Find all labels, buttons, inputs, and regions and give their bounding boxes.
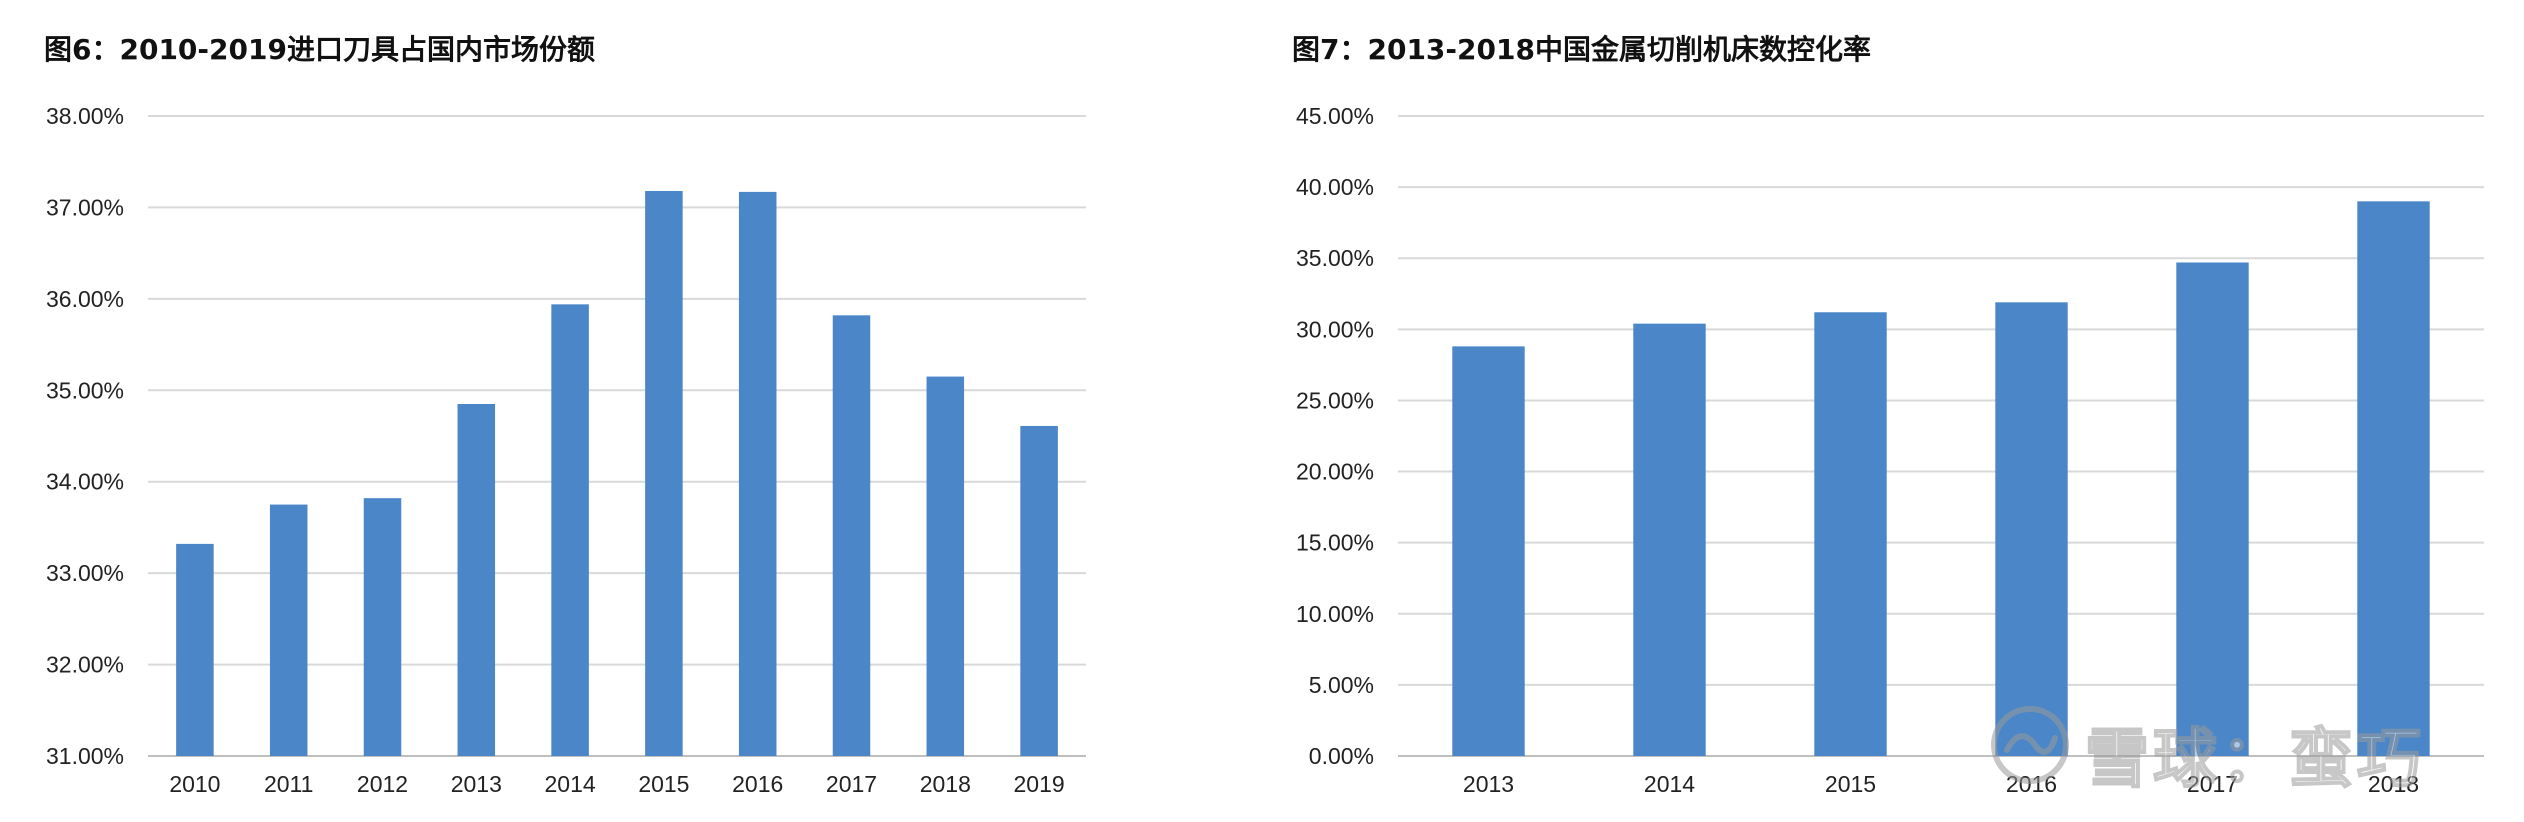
bar-2010 — [176, 543, 214, 756]
x-tick-label: 2013 — [1463, 771, 1514, 797]
x-tick-label: 2017 — [826, 771, 877, 797]
y-tick-label: 33.00% — [46, 560, 124, 586]
y-tick-label: 38.00% — [46, 103, 124, 129]
bar-2011 — [269, 504, 308, 756]
bar-2012 — [363, 498, 402, 756]
y-tick-label: 25.00% — [1296, 387, 1374, 413]
y-tick-label: 31.00% — [46, 743, 124, 769]
x-tick-label: 2015 — [1825, 771, 1876, 797]
chart-title: 图7：2013-2018中国金属切削机床数控化率 — [1292, 33, 1871, 66]
bar-2014 — [1633, 323, 1706, 756]
y-tick-label: 40.00% — [1296, 174, 1374, 200]
y-tick-label: 0.00% — [1309, 743, 1374, 769]
y-tick-label: 5.00% — [1309, 672, 1374, 698]
x-tick-label: 2012 — [357, 771, 408, 797]
chart-title: 图6：2010-2019进口刀具占国内市场份额 — [44, 33, 595, 66]
bar-2017 — [832, 315, 871, 756]
x-tick-label: 2016 — [2006, 771, 2057, 797]
x-tick-label: 2014 — [545, 771, 596, 797]
bar-2016 — [738, 191, 777, 756]
chart-plot-area: 31.00% 32.00% 33.00% 34.00% 35.00% 36.00% 37.0… — [46, 103, 1086, 797]
y-tick-label: 35.00% — [1296, 245, 1374, 271]
x-tick-label: 2013 — [451, 771, 502, 797]
y-tick-label: 45.00% — [1296, 103, 1374, 129]
y-tick-label: 15.00% — [1296, 530, 1374, 556]
y-tick-label: 35.00% — [46, 377, 124, 403]
y-tick-label: 34.00% — [46, 469, 124, 495]
bar-2015 — [1814, 312, 1887, 756]
bar-2019 — [1020, 425, 1058, 756]
x-tick-label: 2019 — [1014, 771, 1065, 797]
chart-plot-area: 0.00% 5.00% 10.00% 15.00% 20.00% 25.00% 30.00%… — [1296, 103, 2484, 797]
y-tick-label: 20.00% — [1296, 459, 1374, 485]
x-tick-label: 2017 — [2187, 771, 2238, 797]
x-tick-label: 2018 — [920, 771, 971, 797]
bar-2014 — [551, 304, 589, 756]
x-tick-label: 2014 — [1644, 771, 1695, 797]
bar-2017 — [2176, 262, 2249, 756]
x-tick-label: 2018 — [2368, 771, 2419, 797]
bar-2015 — [645, 190, 683, 756]
chart-panel-cnc-rate: 图7：2013-2018中国金属切削机床数控化率 0.00% 5.00% 10.00… — [1262, 0, 2524, 822]
bar-2013 — [1452, 346, 1525, 756]
x-tick-label: 2016 — [732, 771, 783, 797]
x-tick-label: 2015 — [638, 771, 689, 797]
y-tick-label: 36.00% — [46, 286, 124, 312]
bar-2013 — [457, 404, 496, 756]
y-tick-label: 32.00% — [46, 652, 124, 678]
x-tick-label: 2011 — [264, 771, 313, 797]
bar-2016 — [1995, 302, 2068, 756]
x-tick-label: 2010 — [169, 771, 220, 797]
y-tick-label: 10.00% — [1296, 601, 1374, 627]
bar-2018 — [926, 376, 965, 756]
chart-panel-import-tool-share: 图6：2010-2019进口刀具占国内市场份额 31.00% 32.00% 33.0… — [44, 33, 1086, 797]
bar-2018 — [2357, 201, 2430, 757]
y-tick-label: 37.00% — [46, 194, 124, 220]
y-tick-label: 30.00% — [1296, 316, 1374, 342]
